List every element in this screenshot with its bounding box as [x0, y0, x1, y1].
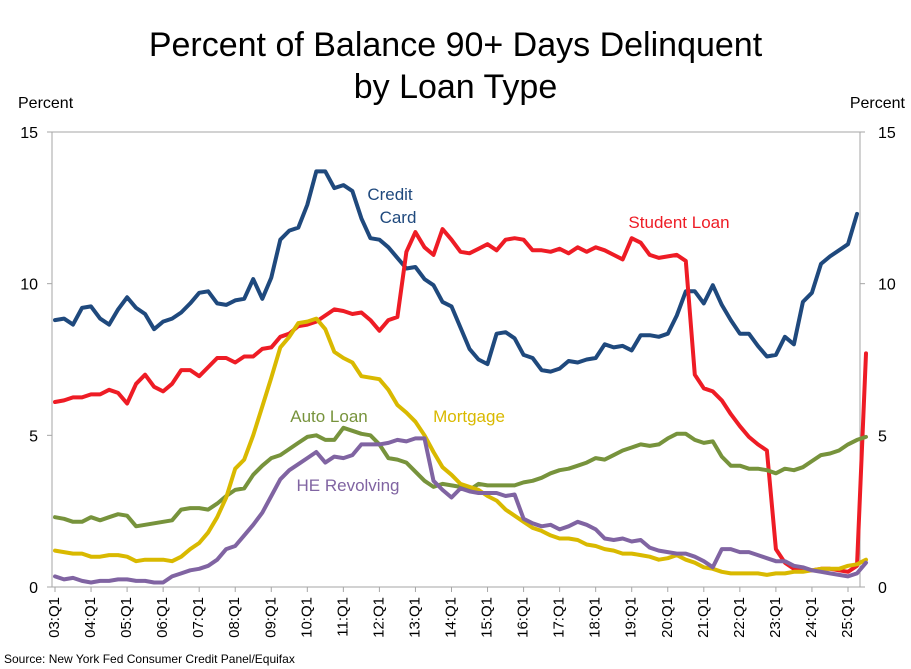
series-line-he-revolving: [53, 436, 868, 585]
x-tick-label: 05:Q1: [118, 597, 135, 638]
series-label-mortgage: Mortgage: [433, 407, 505, 426]
series-label-line: Card: [380, 208, 417, 227]
series-line-credit-card: [53, 169, 859, 374]
series-line-student-loan: [53, 227, 868, 574]
series-label-student-loan: Student Loan: [628, 213, 729, 232]
right-axis-unit-label: Percent: [849, 95, 905, 112]
x-tick-label: 11:Q1: [334, 597, 351, 637]
series-label-he-revolving: HE Revolving: [297, 476, 400, 495]
chart-title: Percent of Balance 90+ Days Delinquent b…: [0, 24, 911, 108]
x-tick-label: 24:Q1: [803, 597, 820, 638]
x-tick-label: 09:Q1: [262, 597, 279, 638]
x-tick-label: 22:Q1: [731, 597, 748, 638]
chart-title-line-2: by Loan Type: [353, 68, 558, 106]
x-tick-label: 16:Q1: [515, 597, 532, 638]
x-tick-label: 03:Q1: [46, 597, 63, 638]
y-tick-label-left: 15: [20, 125, 38, 142]
y-tick-label-right: 10: [878, 277, 896, 294]
x-tick-label: 21:Q1: [695, 597, 712, 638]
x-tick-label: 08:Q1: [226, 597, 243, 638]
y-tick-label-left: 5: [29, 428, 38, 445]
series-label-line: Credit: [367, 185, 413, 204]
x-tick-label: 19:Q1: [623, 597, 640, 638]
y-tick-label-right: 5: [878, 428, 887, 445]
series-label-credit-card: Credit Card: [367, 185, 416, 227]
left-axis-unit-label: Percent: [18, 95, 74, 112]
source-note: Source: New York Fed Consumer Credit Pan…: [4, 652, 295, 666]
y-tick-label-right: 15: [878, 125, 896, 142]
series-line-mortgage: [53, 316, 868, 577]
plot-frame: [51, 131, 861, 588]
x-tick-label: 17:Q1: [551, 597, 568, 638]
x-tick-label: 06:Q1: [154, 597, 171, 638]
x-tick-label: 14:Q1: [442, 597, 459, 638]
x-tick-label: 23:Q1: [767, 597, 784, 638]
y-tick-label-right: 0: [878, 580, 887, 597]
x-tick-label: 12:Q1: [370, 597, 387, 638]
y-tick-label-left: 10: [20, 277, 38, 294]
series-label-auto-loan: Auto Loan: [290, 407, 368, 426]
x-tick-label: 10:Q1: [298, 597, 315, 638]
y-tick-label-left: 0: [29, 580, 38, 597]
x-tick-label: 18:Q1: [587, 597, 604, 638]
x-tick-label: 04:Q1: [82, 597, 99, 638]
x-tick-label: 20:Q1: [659, 597, 676, 638]
series-line-auto-loan: [53, 425, 868, 529]
x-tick-label: 13:Q1: [406, 597, 423, 638]
x-tick-label: 25:Q1: [839, 597, 856, 638]
x-tick-label: 07:Q1: [190, 597, 207, 638]
x-tick-label: 15:Q1: [479, 597, 496, 638]
chart-title-line-1: Percent of Balance 90+ Days Delinquent: [148, 26, 763, 64]
